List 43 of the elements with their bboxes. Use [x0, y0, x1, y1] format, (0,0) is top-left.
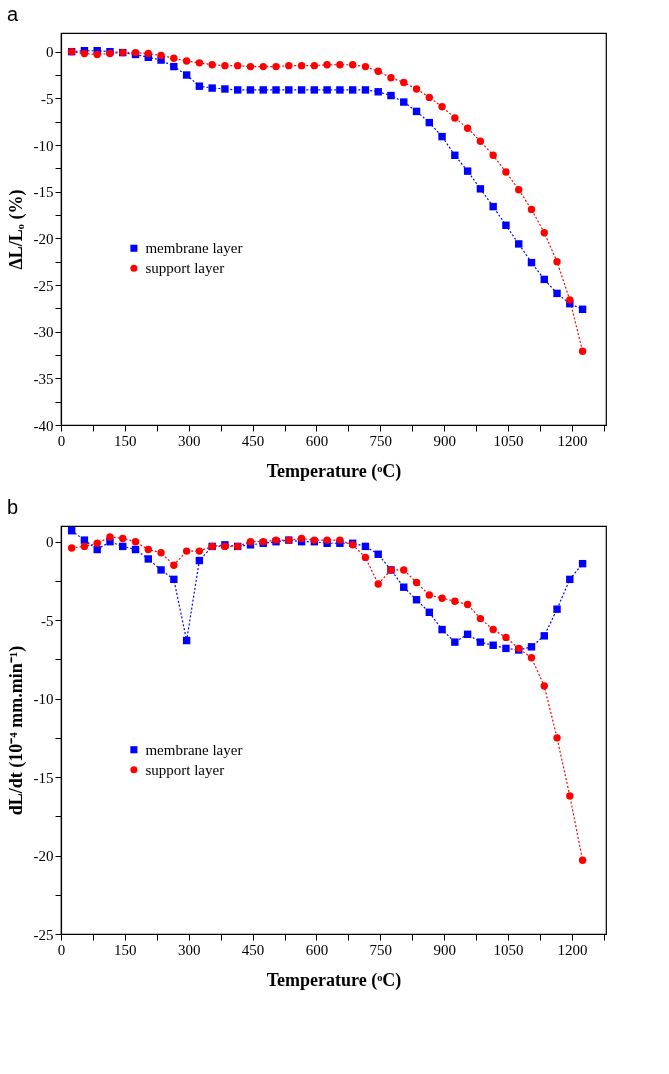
- y-tick-label: -20: [33, 848, 54, 865]
- y-tick-label: -30: [33, 324, 54, 341]
- y-tick-label: -40: [33, 417, 54, 434]
- legend-label: support layer: [145, 761, 225, 778]
- y-axis-title: dL/dt (10⁻⁴ mm.min⁻¹): [5, 645, 27, 816]
- x-tick-label: 900: [433, 941, 456, 958]
- y-tick-label: 0: [46, 44, 54, 61]
- y-tick-label: -25: [33, 926, 54, 943]
- x-tick-label: 750: [369, 941, 393, 958]
- chart-title: b: [7, 496, 19, 518]
- y-tick-label: -5: [41, 612, 54, 629]
- y-axis-title: ΔL/Lₒ (%): [5, 189, 27, 270]
- legend-label: support layer: [145, 260, 225, 277]
- x-tick-label: 1050: [493, 941, 524, 958]
- chart-title: a: [7, 3, 19, 25]
- x-axis-title: Temperature (ᵒC): [266, 460, 402, 482]
- x-tick-label: 150: [114, 432, 137, 449]
- y-tick-label: -35: [33, 370, 54, 387]
- legend-label: membrane layer: [145, 240, 243, 257]
- x-tick-label: 0: [57, 941, 66, 958]
- y-tick-label: -10: [33, 691, 54, 708]
- x-tick-label: 600: [305, 941, 329, 958]
- x-tick-label: 1050: [493, 432, 524, 449]
- x-tick-label: 600: [305, 432, 329, 449]
- x-axis-title: Temperature (ᵒC): [266, 969, 402, 991]
- x-tick-label: 450: [241, 941, 265, 958]
- y-tick-label: -20: [33, 230, 54, 247]
- y-tick-label: -25: [33, 277, 54, 294]
- y-tick-label: -15: [33, 769, 54, 786]
- x-tick-label: 300: [177, 432, 201, 449]
- x-tick-label: 750: [369, 432, 393, 449]
- x-tick-label: 150: [114, 941, 137, 958]
- x-tick-label: 1200: [557, 941, 588, 958]
- x-tick-label: 900: [433, 432, 456, 449]
- x-tick-label: 450: [241, 432, 265, 449]
- x-tick-label: 1200: [557, 432, 588, 449]
- y-tick-label: -5: [41, 90, 54, 107]
- y-tick-label: 0: [46, 534, 54, 551]
- x-tick-label: 0: [57, 432, 66, 449]
- y-tick-label: -10: [33, 137, 54, 154]
- y-tick-label: -15: [33, 184, 54, 201]
- legend-label: membrane layer: [145, 741, 243, 758]
- x-tick-label: 300: [177, 941, 201, 958]
